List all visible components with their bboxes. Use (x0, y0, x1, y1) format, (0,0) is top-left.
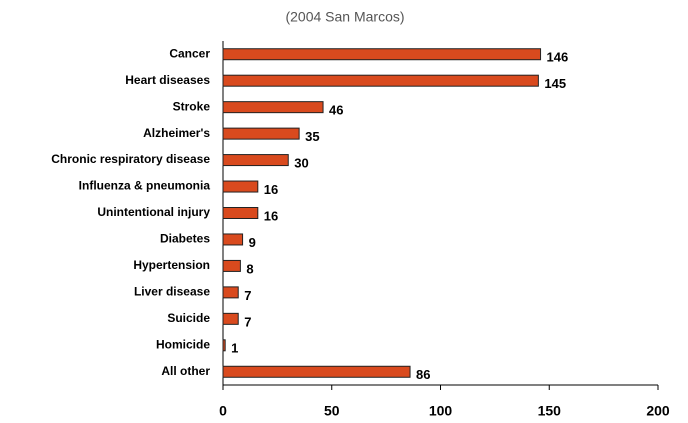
y-tick-label: All other (161, 364, 210, 378)
x-tick-label: 100 (429, 403, 453, 419)
value-label: 9 (249, 235, 256, 250)
value-label: 7 (244, 288, 251, 303)
y-tick-label: Suicide (167, 311, 210, 325)
value-label: 146 (547, 50, 569, 65)
value-label: 8 (246, 261, 253, 276)
y-tick-label: Heart diseases (125, 73, 210, 87)
value-label: 30 (294, 156, 308, 171)
y-tick-label: Chronic respiratory disease (51, 152, 210, 166)
value-label: 86 (416, 367, 430, 382)
y-tick-label: Unintentional injury (97, 205, 210, 219)
bar (222, 259, 241, 272)
x-tick-label: 50 (324, 403, 340, 419)
x-tick-label: 0 (219, 403, 227, 419)
value-label: 46 (329, 103, 343, 118)
bar (222, 207, 259, 219)
y-tick-label: Alzheimer's (143, 126, 210, 140)
value-label: 16 (264, 182, 278, 197)
y-tick-label: Influenza & pneumonia (79, 179, 211, 193)
bar (222, 312, 239, 325)
value-label: 145 (544, 76, 566, 91)
x-tick-label: 200 (646, 403, 670, 419)
bar (222, 233, 244, 246)
y-tick-label: Hypertension (133, 258, 210, 272)
bar (222, 180, 259, 193)
bar (222, 286, 239, 299)
bar (222, 74, 539, 87)
bar (222, 365, 411, 378)
bar (222, 339, 226, 352)
value-label: 35 (305, 129, 319, 144)
bar (222, 48, 542, 61)
y-tick-label: Stroke (173, 99, 211, 113)
bar (222, 154, 289, 167)
y-tick-label: Cancer (169, 46, 210, 60)
value-label: 16 (264, 208, 278, 223)
value-label: 1 (231, 341, 238, 356)
value-label: 7 (244, 314, 251, 329)
y-tick-label: Diabetes (160, 232, 210, 246)
y-tick-label: Liver disease (134, 285, 210, 299)
chart-subtitle: (2004 San Marcos) (285, 9, 404, 25)
y-tick-label: Homicide (156, 337, 210, 351)
bar (222, 127, 300, 140)
x-tick-label: 150 (538, 403, 562, 419)
bar (222, 101, 324, 114)
